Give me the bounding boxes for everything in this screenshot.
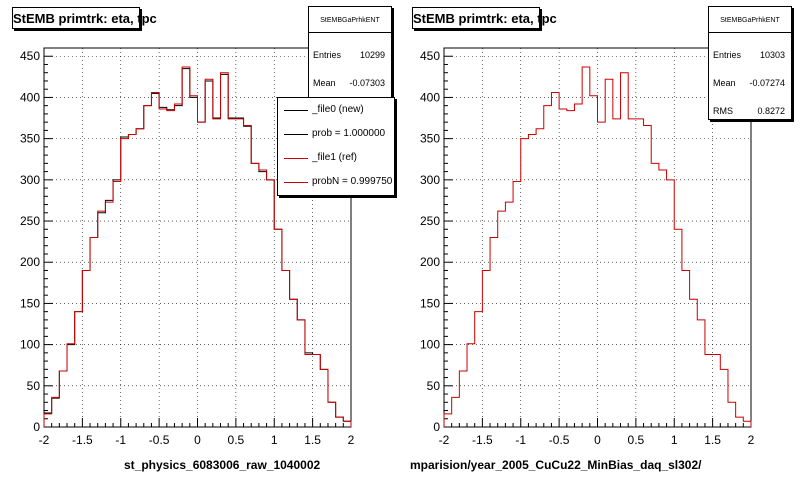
y-tick-label: 350	[420, 132, 440, 146]
legend-item-file1: _file1 (ref)	[278, 147, 394, 169]
legend-item-probn: probN = 0.999750	[278, 171, 394, 193]
histogram-plot-left: -2 -1.5 -1 -0.5 0 0.5 1 1.5 2 0 50 100 150 200 250 300 3…	[20, 47, 355, 447]
histogram-series-ref	[443, 66, 752, 427]
y-tick-label: 100	[420, 338, 440, 352]
stats-box: StEMBGaPrhkENT Entries 10303 Mean -0.072…	[708, 6, 792, 120]
stats-key: Entries	[313, 50, 342, 60]
legend-swatch	[284, 110, 308, 111]
histogram-panel-right: StEMB primtrk: eta, tpc -2 -1.5 -1 -0.5 0 0.5…	[400, 0, 800, 480]
y-tick-label: 450	[20, 49, 40, 63]
legend-item-file0: _file0 (new)	[278, 99, 394, 121]
y-tick-label: 400	[420, 90, 440, 104]
x-axis-label: st_physics_6083006_raw_1040002	[124, 458, 321, 472]
x-tick-label: 2	[348, 433, 355, 447]
legend-swatch	[284, 158, 308, 159]
stats-title: StEMBGaPrhkENT	[709, 10, 791, 33]
y-tick-label: 400	[20, 90, 40, 104]
y-tick-label: 350	[20, 132, 40, 146]
x-tick-label: 2	[748, 433, 755, 447]
x-tick-label: 1	[271, 433, 278, 447]
stats-value: 10299	[359, 50, 385, 60]
x-tick-label: 1	[671, 433, 678, 447]
stats-value: -0.07303	[349, 78, 385, 88]
x-tick-label: 0.5	[228, 433, 245, 447]
y-tick-label: 50	[27, 379, 41, 393]
stats-row-rms: RMS 0.8272	[713, 105, 785, 117]
stats-row-mean: Mean -0.07303	[313, 77, 385, 89]
legend-label: probN = 0.999750	[312, 176, 393, 187]
histogram-plot-right: -2 -1.5 -1 -0.5 0 0.5 1 1.5 2 0 50 100 150 200 250 300 3…	[420, 47, 755, 447]
y-tick-label: 0	[33, 420, 40, 434]
y-tick-label: 300	[20, 173, 40, 187]
stats-value: 10303	[759, 50, 785, 60]
x-tick-label: -1	[515, 433, 526, 447]
x-tick-label: 1.5	[704, 433, 721, 447]
x-tick-label: 1.5	[304, 433, 321, 447]
y-tick-label: 450	[420, 49, 440, 63]
y-tick-label: 200	[20, 255, 40, 269]
x-tick-label: -0.5	[549, 433, 570, 447]
legend-label: _file1 (ref)	[312, 152, 358, 163]
x-tick-label: -2	[39, 433, 50, 447]
legend-swatch	[284, 182, 308, 183]
y-tick-label: 50	[427, 379, 441, 393]
y-tick-label: 100	[20, 338, 40, 352]
stats-box: StEMBGaPrhkENT Entries 10299 Mean -0.073…	[308, 6, 392, 98]
stats-key: RMS	[713, 106, 733, 116]
stats-key: Mean	[713, 78, 736, 88]
x-tick-label: 0	[194, 433, 201, 447]
x-tick-label: 0.5	[628, 433, 645, 447]
histogram-panel-left: StEMB primtrk: eta, tpc -2 -1.5 -1 -0.5 0 0.5…	[12, 6, 395, 472]
chart-title: StEMB primtrk: eta, tpc	[12, 7, 157, 29]
x-tick-label: -2	[439, 433, 450, 447]
y-tick-label: 0	[433, 420, 440, 434]
legend-label: prob = 1.000000	[312, 128, 386, 139]
stats-value: 0.8272	[757, 106, 785, 116]
x-tick-label: -0.5	[149, 433, 170, 447]
stats-row-entries: Entries 10303	[713, 49, 785, 61]
x-tick-label: -1	[115, 433, 126, 447]
x-tick-label: -1.5	[472, 433, 493, 447]
y-tick-label: 250	[420, 214, 440, 228]
stats-key: Mean	[313, 78, 336, 88]
histogram-series-file1-ref	[43, 66, 352, 427]
legend-swatch	[284, 134, 308, 135]
stats-row-mean: Mean -0.07274	[713, 77, 785, 89]
stats-title: StEMBGaPrhkENT	[309, 10, 391, 33]
stats-key: Entries	[713, 50, 742, 60]
x-axis-label: mparision/year_2005_CuCu22_MinBias_daq_s…	[410, 458, 702, 472]
y-tick-label: 300	[420, 173, 440, 187]
y-tick-label: 200	[420, 255, 440, 269]
y-tick-label: 150	[420, 296, 440, 310]
legend-label: _file0 (new)	[312, 104, 364, 115]
y-tick-label: 250	[20, 214, 40, 228]
stats-row-entries: Entries 10299	[313, 49, 385, 61]
x-tick-label: 0	[594, 433, 601, 447]
y-tick-label: 150	[20, 296, 40, 310]
x-tick-label: -1.5	[72, 433, 93, 447]
legend-item-prob: prob = 1.000000	[278, 123, 394, 145]
stats-value: -0.07274	[749, 78, 785, 88]
chart-title: StEMB primtrk: eta, tpc	[412, 7, 557, 29]
legend-box: _file0 (new) prob = 1.000000 _file1 (ref…	[277, 97, 395, 196]
